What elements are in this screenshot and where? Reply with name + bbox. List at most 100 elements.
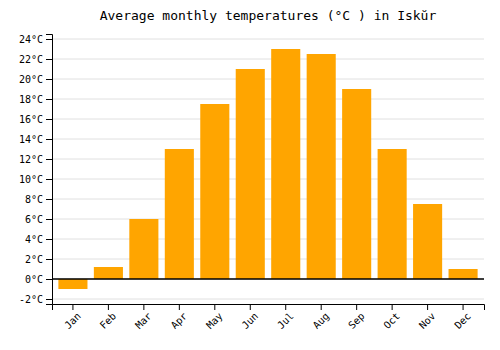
bar bbox=[129, 219, 158, 279]
x-tick-label: Mar bbox=[133, 310, 154, 331]
x-axis: JanFebMarAprMayJunJulAugSepOctNovDec bbox=[53, 304, 485, 331]
x-tick-label: Feb bbox=[98, 310, 119, 331]
bar bbox=[413, 204, 442, 279]
y-tick: -2°C bbox=[19, 294, 52, 305]
y-tick-label: 12°C bbox=[19, 154, 43, 165]
x-tick-mark bbox=[285, 304, 286, 310]
x-tick-mark bbox=[108, 304, 109, 310]
grid-line bbox=[52, 179, 484, 180]
bar bbox=[271, 49, 300, 279]
y-tick: 0°C bbox=[25, 274, 52, 285]
y-tick-label: 8°C bbox=[25, 194, 43, 205]
x-tick: Apr bbox=[169, 304, 190, 331]
y-tick-label: 14°C bbox=[19, 134, 43, 145]
x-tick-mark bbox=[72, 304, 73, 310]
y-tick: 8°C bbox=[25, 194, 52, 205]
bar bbox=[449, 269, 478, 279]
y-tick: 10°C bbox=[19, 174, 52, 185]
y-tick-mark bbox=[46, 139, 52, 140]
title: Average monthly temperatures (°C ) in Is… bbox=[100, 8, 437, 23]
y-tick-mark bbox=[46, 239, 52, 240]
y-tick: 24°C bbox=[19, 34, 52, 45]
y-tick: 6°C bbox=[25, 214, 52, 225]
y-axis: -2°C 0°C 2°C 4°C 6°C 8°C 10°C 12°C 14°C 16°C 18°C 2… bbox=[19, 34, 53, 305]
x-tick: Aug bbox=[311, 304, 332, 331]
bar bbox=[236, 69, 265, 279]
x-tick: May bbox=[204, 304, 225, 331]
x-tick-label: Jul bbox=[275, 310, 296, 331]
x-tick-mark bbox=[356, 304, 357, 310]
grid-line bbox=[52, 39, 484, 40]
bar bbox=[342, 89, 371, 279]
x-tick-label: May bbox=[204, 310, 225, 331]
y-tick: 12°C bbox=[19, 154, 52, 165]
y-tick-mark bbox=[46, 119, 52, 120]
bar bbox=[378, 149, 407, 279]
bar bbox=[94, 267, 123, 279]
y-tick-mark bbox=[46, 259, 52, 260]
y-tick: 2°C bbox=[25, 254, 52, 265]
x-tick-label: Nov bbox=[417, 310, 438, 331]
y-tick-mark bbox=[46, 199, 52, 200]
x-tick: Dec bbox=[452, 304, 473, 331]
y-tick: 4°C bbox=[25, 234, 52, 245]
y-tick-mark bbox=[46, 299, 52, 300]
x-tick-mark bbox=[214, 304, 215, 310]
bar bbox=[307, 54, 336, 279]
y-tick-mark bbox=[46, 219, 52, 220]
y-tick-label: 16°C bbox=[19, 114, 43, 125]
y-tick-mark bbox=[46, 39, 52, 40]
y-tick: 18°C bbox=[19, 94, 52, 105]
grid-line bbox=[52, 139, 484, 140]
y-tick-label: 2°C bbox=[25, 254, 43, 265]
x-tick: Oct bbox=[381, 304, 402, 331]
y-tick-label: 4°C bbox=[25, 234, 43, 245]
y-tick: 16°C bbox=[19, 114, 52, 125]
y-tick: 22°C bbox=[19, 54, 52, 65]
y-tick-mark bbox=[46, 99, 52, 100]
chart-svg: -2°C 0°C 2°C 4°C 6°C 8°C 10°C 12°C 14°C 16°C 18°C 2… bbox=[0, 0, 500, 350]
zero-line bbox=[52, 278, 484, 280]
grid-line bbox=[52, 199, 484, 200]
y-tick-mark bbox=[46, 159, 52, 160]
y-tick-mark bbox=[46, 59, 52, 60]
x-tick-label: Sep bbox=[346, 310, 367, 331]
y-tick-label: 10°C bbox=[19, 174, 43, 185]
y-tick-label: 24°C bbox=[19, 34, 43, 45]
bar bbox=[200, 104, 229, 279]
x-tick: Feb bbox=[98, 304, 119, 331]
plot-area bbox=[52, 49, 484, 289]
y-tick-label: 0°C bbox=[25, 274, 43, 285]
x-axis-line bbox=[53, 305, 485, 311]
x-tick-label: Jan bbox=[62, 310, 83, 331]
y-axis-line bbox=[46, 35, 53, 305]
grid-line bbox=[52, 59, 484, 60]
x-tick: Nov bbox=[417, 304, 438, 331]
grid-line bbox=[52, 279, 484, 280]
grid-line bbox=[52, 299, 484, 300]
x-tick-label: Aug bbox=[311, 310, 332, 331]
x-tick: Mar bbox=[133, 304, 154, 331]
grid-line bbox=[52, 119, 484, 120]
y-tick-label: 6°C bbox=[25, 214, 43, 225]
x-tick-mark bbox=[427, 304, 428, 310]
y-tick-label: -2°C bbox=[19, 294, 43, 305]
grid-line bbox=[52, 99, 484, 100]
x-tick-label: Dec bbox=[452, 310, 473, 331]
x-tick-label: Oct bbox=[381, 310, 402, 331]
y-tick: 14°C bbox=[19, 134, 52, 145]
x-tick-mark bbox=[250, 304, 251, 310]
x-tick: Jan bbox=[62, 304, 83, 331]
bar bbox=[165, 149, 194, 279]
y-tick-mark bbox=[46, 179, 52, 180]
grid-line bbox=[52, 159, 484, 160]
bar bbox=[58, 279, 87, 289]
x-tick-mark bbox=[321, 304, 322, 310]
y-tick-label: 20°C bbox=[19, 74, 43, 85]
x-tick-mark bbox=[179, 304, 180, 310]
x-tick-mark bbox=[463, 304, 464, 310]
grid bbox=[52, 39, 484, 299]
x-tick-label: Apr bbox=[169, 310, 190, 331]
x-tick: Jul bbox=[275, 304, 296, 331]
y-tick-mark bbox=[46, 279, 52, 280]
